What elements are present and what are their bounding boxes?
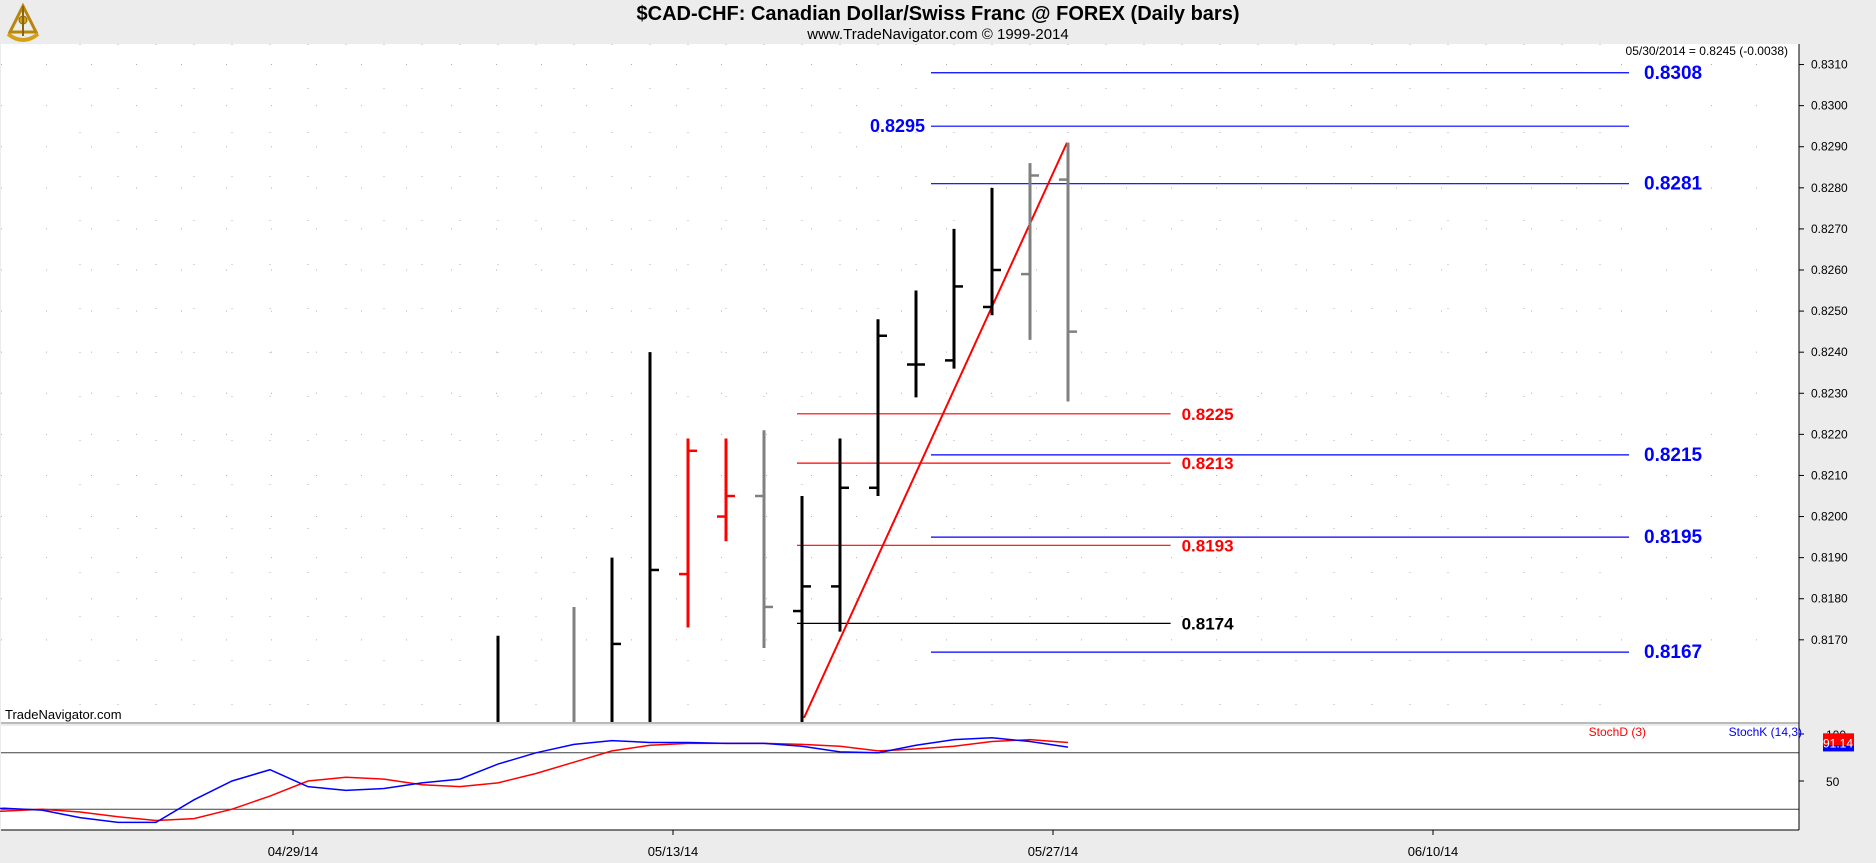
ohlc-bar: [717, 438, 735, 542]
stoch-series-line: [0, 738, 1069, 822]
y-tick-label: 0.8290: [1811, 140, 1848, 154]
y-tick-label: 0.8310: [1811, 58, 1848, 72]
x-tick-label: 05/13/14: [648, 844, 699, 859]
y-tick-label: 0.8300: [1811, 99, 1848, 113]
watermark-label: TradeNavigator.com: [5, 707, 122, 722]
y-tick-label: 0.8210: [1811, 468, 1848, 482]
ohlc-bar: [679, 438, 697, 628]
level-label: 0.8215: [1644, 445, 1703, 466]
chart-title: $CAD-CHF: Canadian Dollar/Swiss Franc @ …: [636, 3, 1240, 25]
price-panel-bg: [1, 44, 1799, 722]
y-tick-label: 0.8260: [1811, 263, 1848, 277]
y-tick-label: 0.8270: [1811, 222, 1848, 236]
stochastic-panel: 50100StochD (3)StochK (14,3)91.14: [0, 722, 1854, 830]
stoch-last-value-badge-k: [1823, 745, 1854, 752]
stoch-last-value-label: 91.14: [1823, 736, 1853, 750]
level-label: 0.8295: [870, 116, 925, 136]
x-tick-label: 06/10/14: [1408, 844, 1459, 859]
ohlc-bar: [869, 319, 887, 496]
y-tick-label: 0.8190: [1811, 551, 1848, 565]
level-lines: 0.8308 0.8295 0.8281 0.8225 0.8215 0.8213 0.81…: [797, 63, 1703, 663]
last-quote-label: 05/30/2014 = 0.8245 (-0.0038): [1626, 44, 1788, 58]
ohlc-bar: [755, 430, 773, 649]
axis-bg: [1799, 44, 1876, 863]
y-tick-label: 0.8170: [1811, 633, 1848, 647]
y-tick-label: 0.8200: [1811, 510, 1848, 524]
sextant-logo-icon: [2, 2, 44, 44]
trendline-group: [803, 142, 1068, 719]
level-label: 0.8281: [1644, 174, 1703, 195]
level-label: 0.8213: [1182, 454, 1234, 473]
ohlc-bar: [831, 438, 849, 632]
ohlc-bar: [983, 187, 1001, 316]
stoch-series-line: [0, 737, 1069, 824]
ohlc-bars: [496, 142, 1077, 722]
axes: 0.8170 0.8180 0.8190 0.8200 0.8210 0.8220 0.82…: [1, 44, 1848, 859]
chart-frame: [1, 44, 1876, 863]
stochd-legend: StochD (3): [1589, 725, 1646, 739]
level-label: 0.8193: [1182, 536, 1234, 555]
y-tick-label: 0.8180: [1811, 592, 1848, 606]
y-tick-label: 0.8280: [1811, 181, 1848, 195]
stochk-legend: StochK (14,3): [1729, 725, 1802, 739]
y-tick-label: 0.8250: [1811, 304, 1848, 318]
ohlc-bar: [945, 228, 963, 369]
ohlc-bar: [1059, 142, 1077, 402]
level-label: 0.8225: [1182, 405, 1234, 424]
level-label: 0.8195: [1644, 527, 1703, 548]
stoch-y-tick-label: 50: [1826, 775, 1840, 789]
level-label: 0.8308: [1644, 63, 1702, 84]
level-label: 0.8174: [1182, 614, 1235, 633]
chart-subtitle: www.TradeNavigator.com © 1999-2014: [807, 26, 1069, 43]
ohlc-bar: [648, 352, 659, 722]
xaxis-bg: [1, 830, 1799, 863]
trendline: [803, 142, 1068, 719]
y-tick-label: 0.8230: [1811, 386, 1848, 400]
y-tick-label: 0.8220: [1811, 427, 1848, 441]
ohlc-bar: [1021, 163, 1039, 340]
ohlc-bar: [793, 496, 811, 722]
ohlc-bar: [610, 557, 621, 722]
stoch-panel-bg: [1, 726, 1799, 830]
level-label: 0.8167: [1644, 642, 1702, 663]
ohlc-bar: [907, 290, 925, 398]
x-tick-label: 04/29/14: [268, 844, 319, 859]
x-tick-label: 05/27/14: [1028, 844, 1079, 859]
y-tick-label: 0.8240: [1811, 345, 1848, 359]
